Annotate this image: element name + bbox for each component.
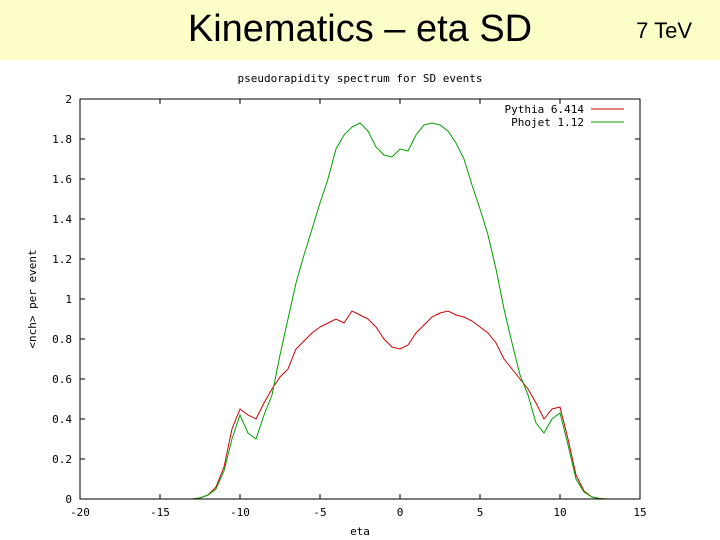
series-line-1 bbox=[184, 310, 609, 500]
x-tick-label: -20 bbox=[70, 506, 90, 519]
energy-label: 7 TeV bbox=[636, 18, 692, 43]
y-tick-label: 1 bbox=[65, 293, 72, 306]
y-tick-label: 2 bbox=[65, 93, 72, 106]
y-tick-label: 0 bbox=[65, 493, 72, 506]
x-tick-label: 5 bbox=[477, 506, 484, 519]
y-tick-label: 0.8 bbox=[52, 333, 72, 346]
x-tick-label: -5 bbox=[313, 506, 326, 519]
chart-title: pseudorapidity spectrum for SD events bbox=[237, 72, 482, 85]
y-tick-label: 1.4 bbox=[52, 213, 72, 226]
x-tick-label: 15 bbox=[633, 506, 646, 519]
plot-frame bbox=[79, 98, 641, 500]
legend-label-2: Phojet 1.12 bbox=[511, 116, 584, 129]
series-line-2 bbox=[184, 122, 609, 500]
y-axis-label: <nch> per event bbox=[26, 249, 39, 348]
x-axis-label: eta bbox=[350, 525, 370, 538]
x-tick-label: 10 bbox=[553, 506, 566, 519]
y-tick-label: 0.4 bbox=[52, 413, 72, 426]
y-tick-label: 0.2 bbox=[52, 453, 72, 466]
y-tick-label: 1.2 bbox=[52, 253, 72, 266]
legend-label-1: Pythia 6.414 bbox=[505, 103, 585, 116]
x-tick-label: -15 bbox=[150, 506, 170, 519]
title-banner bbox=[0, 0, 720, 60]
y-tick-label: 0.6 bbox=[52, 373, 72, 386]
y-tick-label: 1.6 bbox=[52, 173, 72, 186]
x-tick-label: 0 bbox=[397, 506, 404, 519]
x-tick-label: -10 bbox=[230, 506, 250, 519]
y-tick-label: 1.8 bbox=[52, 133, 72, 146]
slide-title: Kinematics – eta SD bbox=[187, 8, 533, 50]
